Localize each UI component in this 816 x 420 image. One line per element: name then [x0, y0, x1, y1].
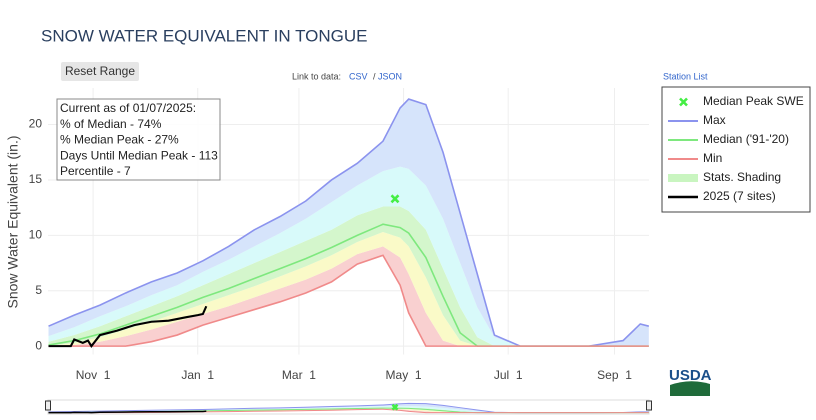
annotation-text: Current as of 01/07/2025:	[60, 101, 196, 115]
legend-symbol	[679, 97, 688, 107]
x-tick-label: Mar 1	[282, 368, 316, 382]
csv-link[interactable]: CSV	[349, 71, 368, 81]
legend-label: Max	[703, 113, 726, 127]
series-line	[48, 305, 208, 348]
annotation-box	[56, 98, 221, 181]
annotation-text: % of Median - 74%	[60, 117, 162, 131]
usda-logo: USDA	[669, 367, 712, 396]
y-tick-label: 10	[29, 228, 43, 242]
stats-band	[48, 166, 649, 347]
y-tick-label: 5	[35, 283, 42, 297]
slider-band	[48, 405, 649, 413]
y-axis-title: Snow Water Equivalent (in.)	[5, 136, 21, 309]
link-prefix: Link to data:	[292, 71, 341, 81]
station-list-link[interactable]: Station List	[663, 71, 708, 81]
series-line	[48, 254, 649, 347]
logo-text: USDA	[669, 367, 712, 384]
reset-label[interactable]: Reset Range	[65, 64, 135, 78]
x-tick-label: Nov 1	[76, 368, 111, 382]
slider-handle[interactable]	[45, 400, 51, 411]
legend-symbol	[668, 174, 698, 182]
peak-marker	[390, 194, 400, 204]
stats-band	[48, 246, 649, 347]
annotation-text: % Median Peak - 27%	[60, 133, 179, 147]
legend-label: Median ('91-'20)	[703, 132, 789, 146]
logo-shape	[670, 381, 710, 396]
annotation-text: Days Until Median Peak - 113	[60, 148, 218, 162]
legend-label: Median Peak SWE	[703, 94, 804, 108]
legend-label: Stats. Shading	[703, 170, 781, 184]
link-separator: /	[373, 71, 376, 81]
slider-peak-marker	[391, 403, 399, 411]
annotation-text: Percentile - 7	[60, 164, 131, 178]
y-tick-label: 0	[35, 338, 42, 352]
y-tick-label: 15	[29, 172, 43, 186]
series-line	[48, 410, 207, 414]
stats-band	[48, 232, 649, 347]
reset-button[interactable]	[61, 62, 139, 81]
x-tick-label: Sep 1	[597, 368, 632, 382]
y-tick-label: 20	[29, 117, 43, 131]
chart-title: SNOW WATER EQUIVALENT IN TONGUE	[41, 26, 368, 45]
range-slider[interactable]	[45, 399, 652, 415]
x-tick-label: Jan 1	[181, 368, 214, 382]
json-link[interactable]: JSON	[378, 71, 402, 81]
x-tick-label: May 1	[386, 368, 422, 382]
x-tick-label: Jul 1	[494, 368, 523, 382]
legend-label: 2025 (7 sites)	[703, 189, 776, 203]
slider-handle[interactable]	[646, 400, 652, 411]
legend-label: Min	[703, 151, 722, 165]
legend-box	[661, 86, 811, 213]
